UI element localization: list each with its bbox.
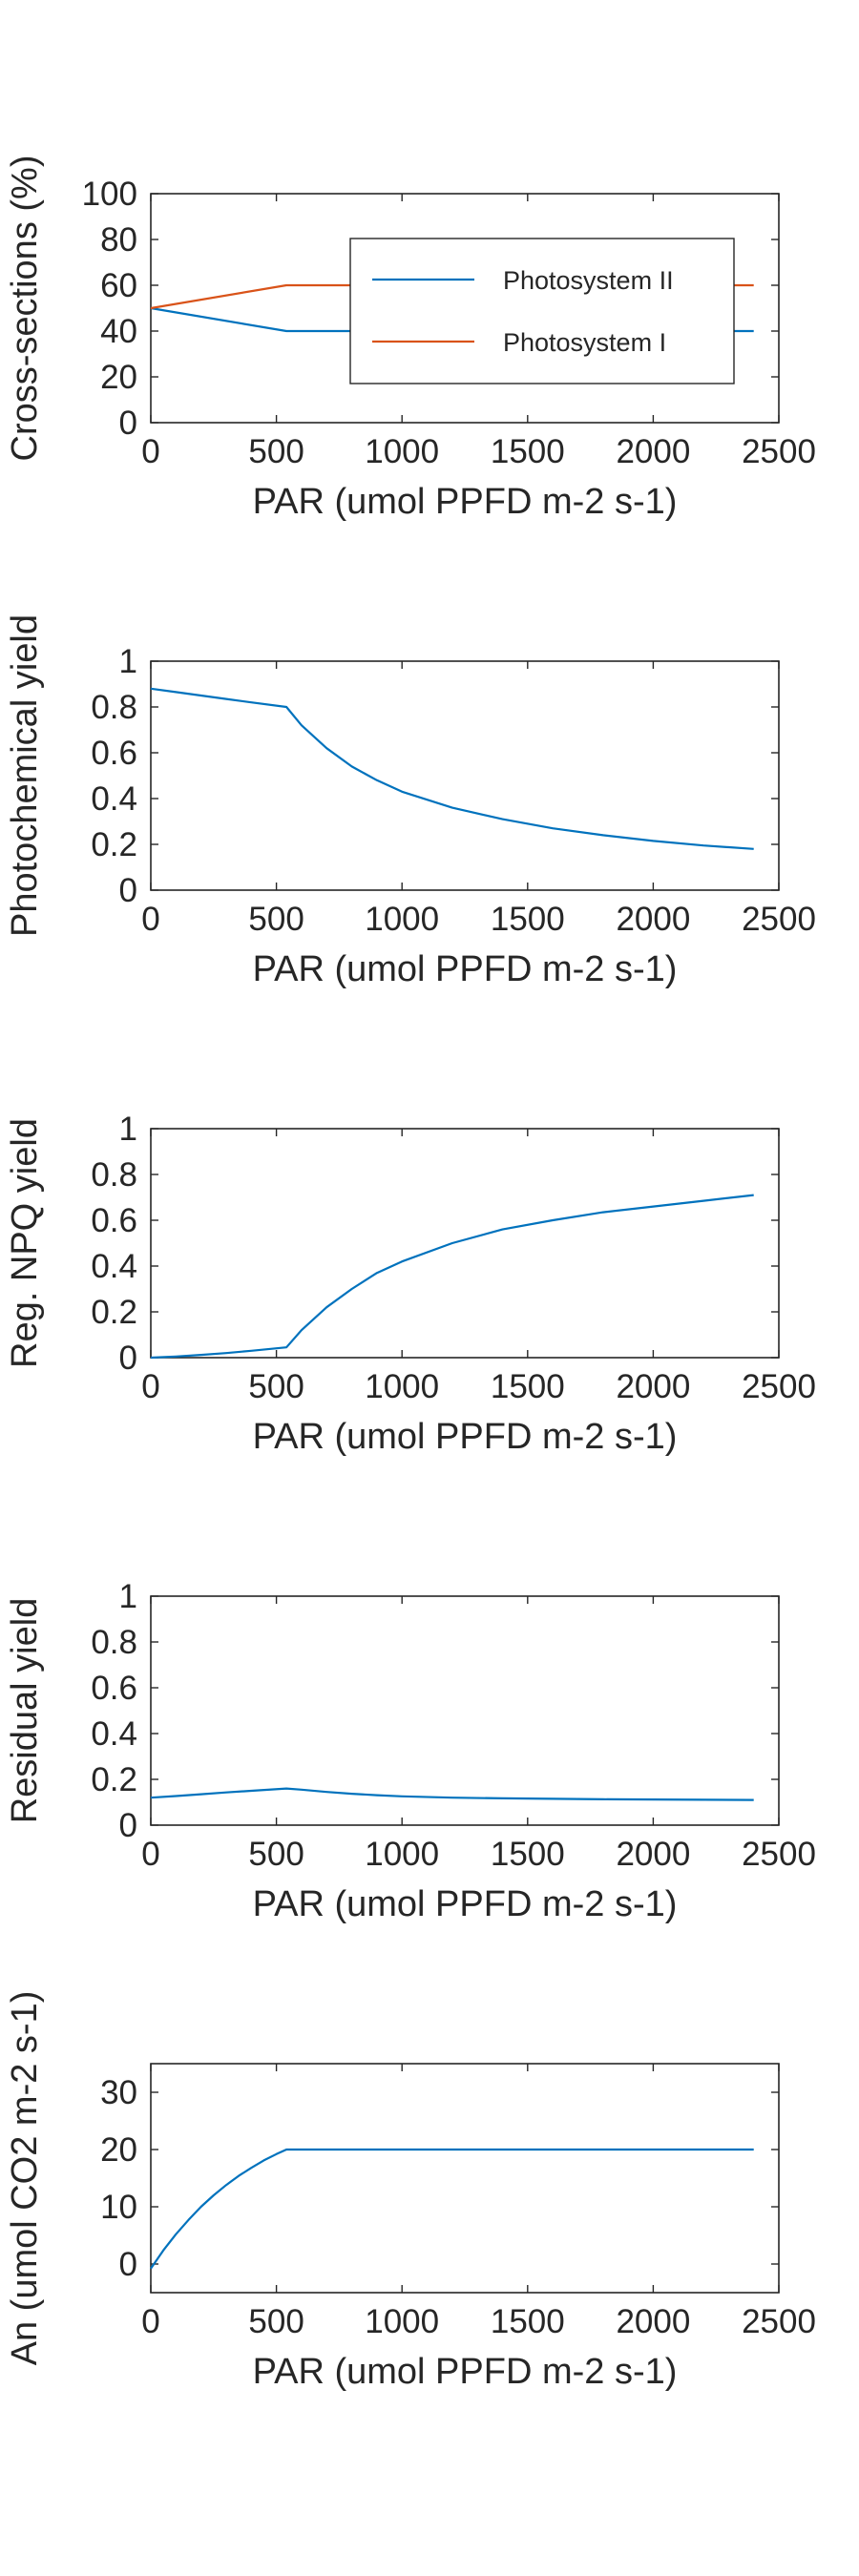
x-tick-label: 2500 <box>742 433 816 470</box>
x-tick-label: 500 <box>248 433 304 470</box>
x-tick-label: 1500 <box>491 901 565 938</box>
y-tick-label: 1 <box>119 1111 137 1148</box>
x-tick-label: 2500 <box>742 901 816 938</box>
y-axis-label: Cross-sections (%) <box>5 156 45 462</box>
x-tick-label: 0 <box>141 1836 159 1873</box>
y-tick-label: 0.8 <box>91 1624 137 1661</box>
y-tick-label: 0.8 <box>91 689 137 726</box>
y-tick-label: 0 <box>119 872 137 909</box>
x-tick-label: 500 <box>248 1368 304 1405</box>
legend: Photosystem II Photosystem I <box>349 238 735 384</box>
x-tick-label: 2000 <box>616 901 690 938</box>
x-tick-label: 2000 <box>616 433 690 470</box>
y-tick-label: 0 <box>119 405 137 442</box>
y-axis-label: Reg. NPQ yield <box>5 1118 45 1368</box>
series-line-1 <box>150 1787 754 1801</box>
x-tick-label: 1000 <box>365 901 439 938</box>
x-tick-label: 0 <box>141 1368 159 1405</box>
x-tick-label: 2500 <box>742 1368 816 1405</box>
plot-area-frame <box>150 660 780 891</box>
y-axis-label: Photochemical yield <box>5 614 45 937</box>
y-tick-label: 0.6 <box>91 735 137 772</box>
x-axis-label: PAR (umol PPFD m-2 s-1) <box>253 2352 678 2392</box>
series-line-1 <box>150 2148 754 2270</box>
y-tick-label: 0 <box>119 2246 137 2283</box>
y-tick-label: 10 <box>100 2189 137 2226</box>
chart-panel-5: 0 500 1000 1500 2000 2500 0 10 20 30 PAR (umol PPF… <box>5 1991 816 2392</box>
x-tick-label: 0 <box>141 901 159 938</box>
x-tick-label: 1500 <box>491 2303 565 2340</box>
x-tick-label: 500 <box>248 1836 304 1873</box>
y-axis-label: An (umol CO2 m-2 s-1) <box>5 1991 45 2366</box>
plot-area-frame <box>150 1128 780 1359</box>
y-tick-label: 80 <box>100 221 137 259</box>
y-tick-label: 40 <box>100 313 137 350</box>
x-tick-label: 1500 <box>491 433 565 470</box>
y-tick-label: 20 <box>100 359 137 396</box>
y-tick-label: 0.2 <box>91 826 137 863</box>
series-line-1 <box>150 1194 754 1360</box>
y-tick-label: 100 <box>82 176 137 213</box>
x-tick-label: 1000 <box>365 1368 439 1405</box>
y-tick-label: 1 <box>119 643 137 680</box>
chart-panel-4: 0 500 1000 1500 2000 2500 0 0.2 0.4 0.6 0.8 1 PAR (u… <box>5 1578 816 1924</box>
y-tick-label: 0 <box>119 1340 137 1377</box>
legend-entry-label: Photosystem II <box>503 266 674 295</box>
y-tick-label: 60 <box>100 267 137 304</box>
x-tick-label: 500 <box>248 901 304 938</box>
legend-box <box>349 238 735 384</box>
plot-area-frame <box>150 2063 780 2294</box>
x-tick-label: 1500 <box>491 1836 565 1873</box>
y-tick-label: 0.4 <box>91 780 137 818</box>
y-tick-label: 0.2 <box>91 1761 137 1798</box>
y-tick-label: 0.8 <box>91 1156 137 1194</box>
x-tick-label: 2500 <box>742 1836 816 1873</box>
x-axis-label: PAR (umol PPFD m-2 s-1) <box>253 482 678 522</box>
x-tick-label: 2000 <box>616 2303 690 2340</box>
y-tick-label: 0.4 <box>91 1715 137 1753</box>
x-tick-label: 1000 <box>365 2303 439 2340</box>
x-tick-label: 2000 <box>616 1368 690 1405</box>
chart-panel-2: 0 500 1000 1500 2000 2500 0 0.2 0.4 0.6 0.8 1 PAR (u… <box>5 614 816 989</box>
x-tick-label: 1000 <box>365 433 439 470</box>
x-axis-label: PAR (umol PPFD m-2 s-1) <box>253 1884 678 1924</box>
y-tick-label: 0.4 <box>91 1248 137 1285</box>
y-tick-label: 0 <box>119 1807 137 1844</box>
x-tick-label: 1500 <box>491 1368 565 1405</box>
y-tick-label: 0.6 <box>91 1202 137 1239</box>
x-axis-label: PAR (umol PPFD m-2 s-1) <box>253 1417 678 1457</box>
plot-area-frame <box>150 1595 780 1826</box>
x-tick-label: 2000 <box>616 1836 690 1873</box>
x-tick-label: 2500 <box>742 2303 816 2340</box>
x-axis-label: PAR (umol PPFD m-2 s-1) <box>253 949 678 989</box>
y-tick-label: 0.6 <box>91 1670 137 1707</box>
legend-entry-label: Photosystem I <box>503 328 666 357</box>
x-tick-label: 0 <box>141 433 159 470</box>
y-tick-label: 1 <box>119 1578 137 1615</box>
x-tick-label: 500 <box>248 2303 304 2340</box>
x-tick-label: 0 <box>141 2303 159 2340</box>
series-line-1 <box>150 687 754 850</box>
y-tick-label: 30 <box>100 2074 137 2111</box>
x-tick-label: 1000 <box>365 1836 439 1873</box>
y-tick-label: 0.2 <box>91 1294 137 1331</box>
y-tick-label: 20 <box>100 2131 137 2169</box>
y-axis-label: Residual yield <box>5 1598 45 1824</box>
